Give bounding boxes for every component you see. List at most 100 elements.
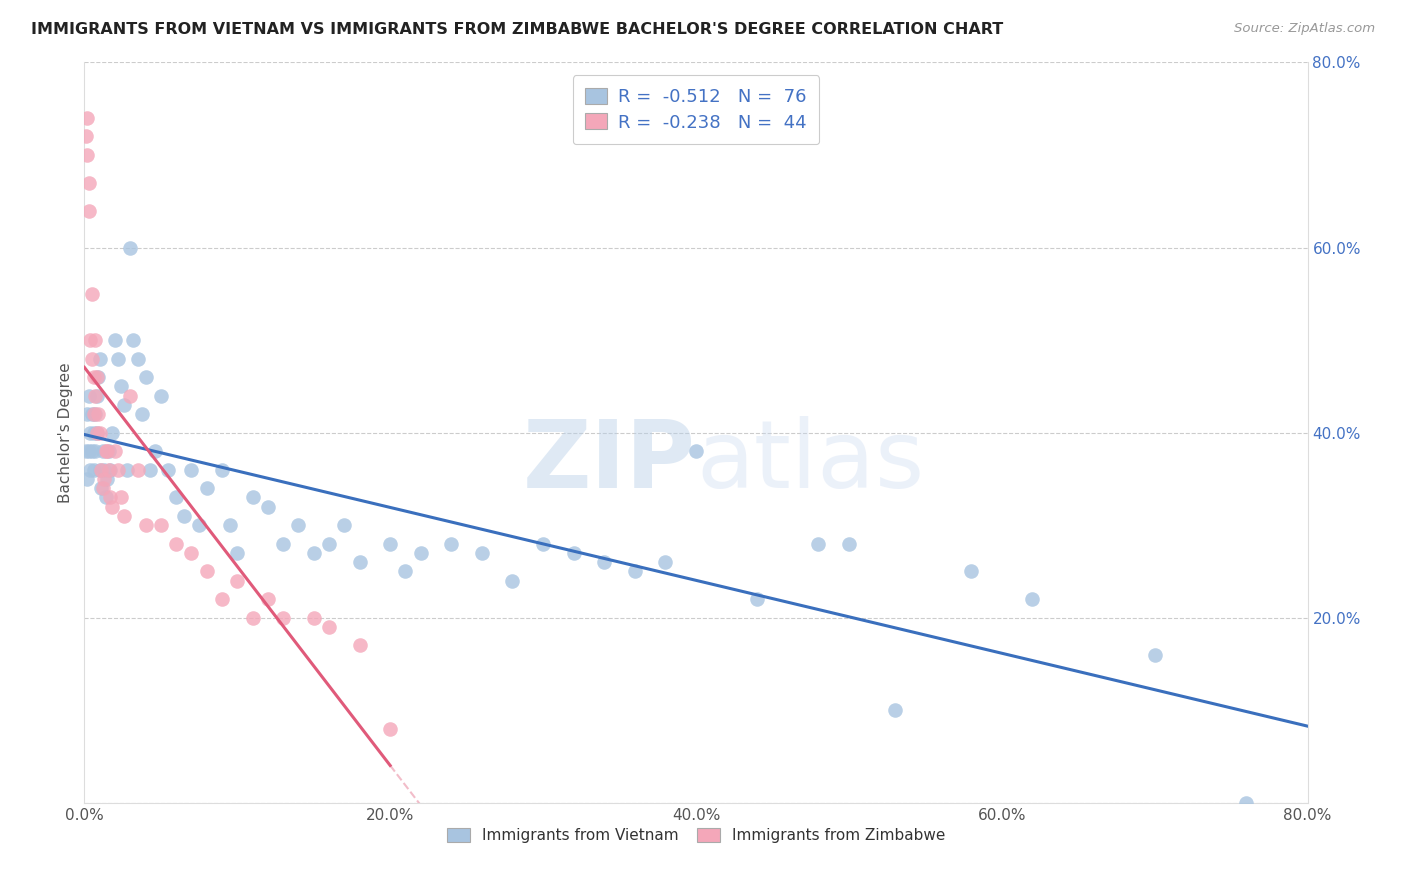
Text: ZIP: ZIP	[523, 417, 696, 508]
Point	[76, 407, 98, 421]
Point	[94, 444, 117, 458]
Point	[883, 703, 905, 717]
Point	[77, 176, 100, 190]
Point	[101, 500, 124, 514]
Point	[84, 407, 107, 421]
Point	[110, 491, 132, 505]
Point	[139, 462, 162, 476]
Point	[271, 536, 294, 550]
Point	[271, 610, 294, 624]
Point	[98, 462, 121, 476]
Point	[838, 536, 860, 550]
Point	[195, 565, 218, 579]
Point	[104, 333, 127, 347]
Point	[173, 508, 195, 523]
Point	[654, 555, 676, 569]
Point	[131, 407, 153, 421]
Point	[747, 592, 769, 607]
Point	[218, 518, 240, 533]
Point	[149, 518, 172, 533]
Point	[79, 333, 101, 347]
Point	[1236, 796, 1258, 810]
Point	[80, 286, 103, 301]
Point	[79, 425, 101, 440]
Point	[394, 565, 416, 579]
Point	[76, 148, 98, 162]
Point	[349, 555, 371, 569]
Point	[107, 351, 129, 366]
Point	[135, 518, 157, 533]
Point	[90, 481, 112, 495]
Point	[83, 462, 105, 476]
Point	[98, 491, 121, 505]
Point	[593, 555, 616, 569]
Point	[531, 536, 554, 550]
Point	[94, 491, 117, 505]
Point	[380, 536, 402, 550]
Point	[226, 574, 249, 588]
Point	[257, 592, 280, 607]
Point	[75, 129, 97, 144]
Point	[77, 388, 100, 402]
Point	[87, 407, 110, 421]
Point	[165, 536, 187, 550]
Point	[333, 518, 356, 533]
Point	[91, 481, 114, 495]
Point	[84, 333, 107, 347]
Point	[86, 388, 108, 402]
Point	[149, 388, 172, 402]
Point	[242, 491, 264, 505]
Point	[87, 370, 110, 384]
Point	[112, 398, 135, 412]
Point	[960, 565, 983, 579]
Point	[77, 203, 100, 218]
Point	[110, 379, 132, 393]
Point	[80, 351, 103, 366]
Point	[93, 462, 115, 476]
Point	[226, 546, 249, 560]
Point	[165, 491, 187, 505]
Point	[89, 462, 111, 476]
Point	[157, 462, 180, 476]
Point	[127, 462, 149, 476]
Point	[77, 444, 100, 458]
Point	[302, 610, 325, 624]
Point	[471, 546, 494, 560]
Point	[502, 574, 524, 588]
Point	[143, 444, 166, 458]
Point	[83, 425, 105, 440]
Point	[195, 481, 218, 495]
Point	[76, 472, 98, 486]
Point	[97, 462, 120, 476]
Point	[440, 536, 463, 550]
Point	[89, 351, 111, 366]
Point	[120, 240, 142, 255]
Point	[211, 462, 233, 476]
Point	[89, 425, 111, 440]
Point	[409, 546, 432, 560]
Point	[287, 518, 309, 533]
Text: atlas: atlas	[696, 417, 924, 508]
Point	[84, 444, 107, 458]
Point	[86, 425, 108, 440]
Point	[380, 722, 402, 736]
Point	[318, 536, 340, 550]
Point	[807, 536, 830, 550]
Point	[96, 444, 118, 458]
Point	[242, 610, 264, 624]
Point	[83, 407, 105, 421]
Point	[112, 508, 135, 523]
Point	[122, 333, 145, 347]
Point	[75, 444, 97, 458]
Point	[104, 444, 127, 458]
Point	[1021, 592, 1043, 607]
Point	[80, 407, 103, 421]
Point	[84, 388, 107, 402]
Point	[80, 444, 103, 458]
Point	[127, 351, 149, 366]
Point	[562, 546, 585, 560]
Point	[120, 388, 142, 402]
Point	[93, 472, 115, 486]
Point	[107, 462, 129, 476]
Point	[188, 518, 211, 533]
